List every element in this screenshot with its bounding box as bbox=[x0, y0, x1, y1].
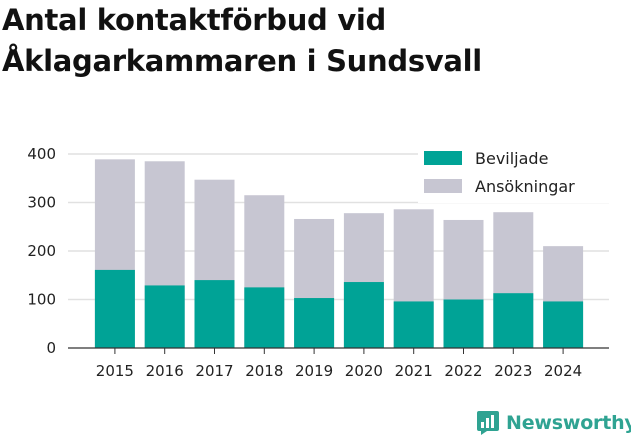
bar-beviljade-2021 bbox=[393, 301, 434, 348]
bar-beviljade-2023 bbox=[493, 293, 534, 348]
x-tick-label-2018: 2018 bbox=[245, 362, 283, 380]
x-tick-label-2024: 2024 bbox=[544, 362, 582, 380]
bar-beviljade-2017 bbox=[194, 280, 235, 348]
x-tick-label-2016: 2016 bbox=[146, 362, 184, 380]
y-tick-label-300: 300 bbox=[27, 194, 56, 212]
x-tick-label-2017: 2017 bbox=[195, 362, 233, 380]
legend-label-ansokningar: Ansökningar bbox=[475, 177, 575, 196]
y-tick-label-400: 400 bbox=[27, 145, 56, 163]
bar-beviljade-2018 bbox=[244, 287, 285, 348]
x-tick-label-2020: 2020 bbox=[345, 362, 383, 380]
bar-beviljade-2019 bbox=[294, 298, 335, 348]
x-tick-label-2023: 2023 bbox=[494, 362, 532, 380]
newsworthy-logo-icon bbox=[477, 411, 499, 435]
chart-title: Antal kontaktförbud vid Åklagarkammaren … bbox=[2, 3, 482, 78]
x-tick-label-2015: 2015 bbox=[96, 362, 134, 380]
newsworthy-logo-text: Newsworthy bbox=[506, 412, 631, 434]
legend-label-beviljade: Beviljade bbox=[475, 149, 548, 168]
x-tick-label-2019: 2019 bbox=[295, 362, 333, 380]
bar-beviljade-2024 bbox=[543, 301, 584, 348]
y-tick-label-200: 200 bbox=[27, 242, 56, 260]
y-tick-label-100: 100 bbox=[27, 291, 56, 309]
x-tick-label-2021: 2021 bbox=[395, 362, 433, 380]
bar-beviljade-2016 bbox=[144, 285, 185, 348]
legend-swatch-beviljade bbox=[424, 151, 462, 165]
y-tick-label-0: 0 bbox=[46, 339, 56, 357]
legend-swatch-ansokningar bbox=[424, 179, 462, 193]
bar-beviljade-2022 bbox=[443, 299, 484, 348]
x-tick-label-2022: 2022 bbox=[444, 362, 482, 380]
bar-beviljade-2015 bbox=[94, 269, 135, 348]
newsworthy-logo: Newsworthy bbox=[476, 409, 631, 437]
bar-beviljade-2020 bbox=[343, 282, 384, 348]
